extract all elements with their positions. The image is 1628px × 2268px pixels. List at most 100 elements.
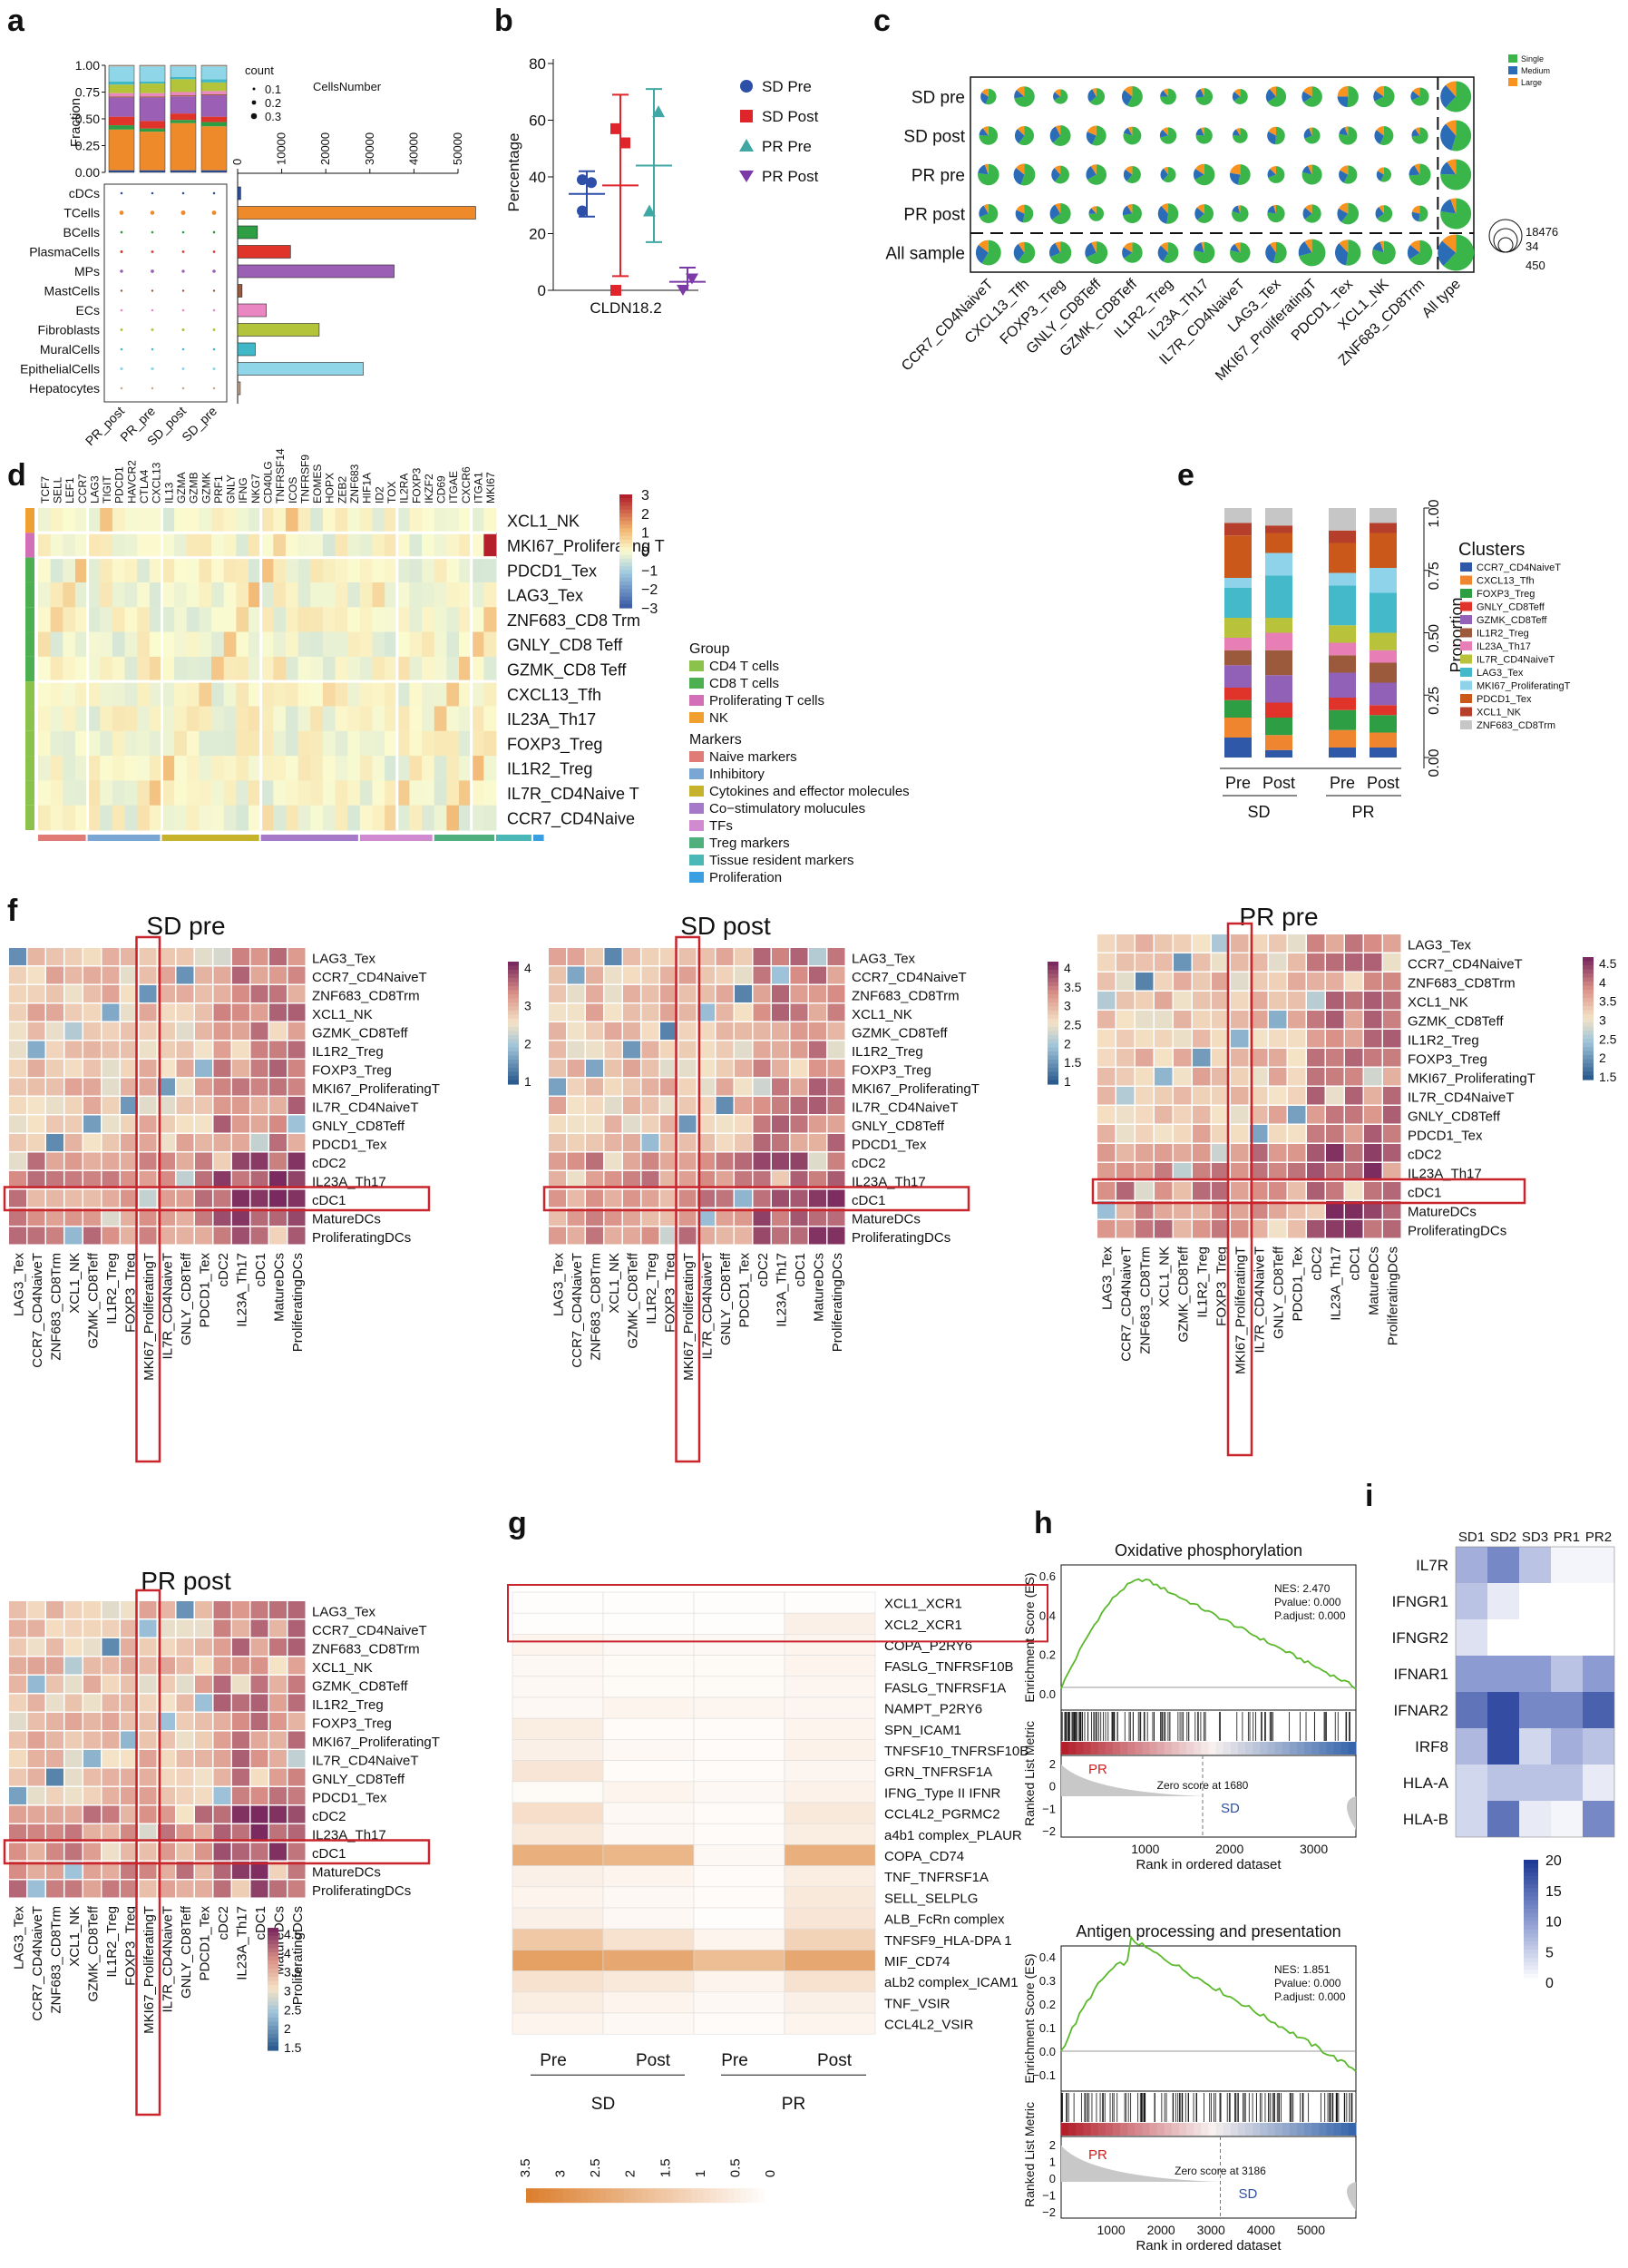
c-pie-slice [1049,204,1061,220]
f-heat-cell [790,1227,808,1245]
f-heat-cell [269,1601,287,1618]
d-heat-cell [310,756,324,781]
d-heat-cell [38,656,52,682]
d-heat-cell [372,780,385,807]
f-heat-cell [1097,1106,1116,1124]
e-stack-segment [1329,655,1356,673]
f-heat-cell [9,1115,26,1133]
e-legend-swatch [1460,654,1472,664]
f-heat-cell [549,1041,566,1059]
f-colorbar-tick: 3.5 [284,1965,302,1980]
f-heat-cell [139,1003,157,1022]
c-pie-slice [1269,86,1276,97]
e-stack-segment [1224,523,1252,536]
d-heat-cell [100,607,113,633]
c-pie-slice [1163,242,1179,263]
f-heat-cell [1212,1201,1230,1219]
f-heat-cell [176,1862,194,1879]
d-row-group-bar [25,557,34,582]
a-dot [151,250,154,253]
f-heat-cell [27,1619,45,1637]
f-colorbar-seg [268,1980,278,1986]
f-heat-cell [139,1713,157,1730]
a-cells-bar [237,323,320,337]
f-heat-cell [641,1152,659,1170]
f-heat-cell [46,1824,63,1842]
d-heat-cell [471,607,484,633]
d-heat-cell [186,582,200,608]
a-ytick: 0.00 [75,165,100,180]
f-heat-cell [678,948,697,965]
f-heat-cell [1250,1049,1268,1067]
c-pie-slice [1301,165,1312,175]
f-heat-cell [1212,934,1230,953]
d-colorbar-tick: 1 [641,526,649,542]
g-heat-cell [602,1760,695,1783]
f-heat-cell [64,1824,83,1842]
f-heat-cell [176,966,194,984]
f-colorbar-seg [508,1002,519,1008]
b-legend-marker [739,139,754,152]
d-heat-cell [322,582,336,608]
d-markers-title: Markers [689,732,742,748]
f-heat-cell [158,966,175,984]
f-heat-cell [64,1713,83,1730]
b-ytick: 40 [529,169,546,186]
d-gene-label: FOXP3 [410,467,423,503]
d-heat-cell [223,681,237,707]
f-heat-cell [1174,1030,1192,1048]
b-legend-label: SD Pre [762,78,812,95]
f-heat-cell [735,985,752,1002]
d-heat-cell [446,533,460,559]
d-heat-cell [161,656,175,682]
d-heat-cell [100,706,113,732]
d-gene-label: TNFRSF9 [298,455,311,503]
d-heat-cell [38,681,52,707]
f-heat-cell [176,1060,194,1077]
h-rank-gradient [1245,1742,1253,1755]
f-heat-cell [678,1097,697,1114]
f-heat-cell [102,1060,120,1077]
f-heat-cell [250,1619,268,1637]
f-heat-cell [9,1768,26,1786]
h-rank-gradient [1340,1742,1350,1755]
f-row-label: MKI67_ProliferatingT [312,1735,440,1750]
d-heat-cell [396,681,410,707]
c-pie-slice [980,204,999,223]
f-heat-cell [250,1003,268,1022]
d-heat-cell [372,582,385,608]
d-heat-cell [161,533,175,559]
d-colorbar-tick: 2 [641,507,649,523]
c-pie-slice [1013,167,1025,185]
d-row-group-bar [25,631,34,657]
f-heat-cell [250,1134,268,1151]
g-heat-cell [693,1696,785,1719]
f-heat-cell [1250,1201,1268,1219]
a-dot [120,367,123,371]
d-marker-bar [434,835,494,841]
f-heat-cell [1288,1011,1306,1029]
c-pie-slice [983,204,989,214]
g-colorbar-tick: 0.5 [727,2158,743,2177]
d-heat-cell [174,631,188,658]
f-heat-cell [1155,1049,1173,1067]
e-legend-swatch [1460,601,1472,611]
f-highlight-row [542,1186,970,1212]
f-heat-cell [753,1171,771,1188]
f-heat-cell [1231,1049,1249,1067]
c-pie-slice [1237,164,1251,185]
c-pie-slice [1275,126,1285,145]
f-heat-cell [27,1152,45,1170]
h-nes: NES: 2.470 [1274,1582,1331,1595]
d-heat-cell [359,533,374,559]
f-heat-cell [1364,1163,1382,1181]
i-heat-cell [1487,1656,1519,1692]
f-heat-cell [9,1824,26,1842]
d-heat-cell [174,533,188,559]
f-heat-cell [213,1115,231,1133]
f-col-label: MKI67_ProliferatingT [1233,1246,1249,1374]
f-row-label: IL1R2_Treg [312,1697,384,1713]
f-heat-cell [121,1003,138,1022]
f-heat-cell [1155,934,1173,953]
d-heat-cell [211,805,225,831]
